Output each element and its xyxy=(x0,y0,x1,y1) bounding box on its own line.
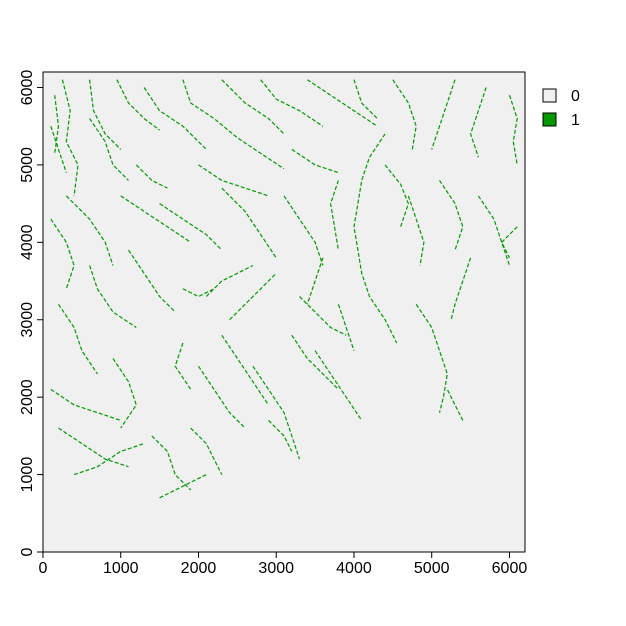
x-tick-label: 2000 xyxy=(181,560,217,577)
stream-segment xyxy=(337,304,355,351)
x-tick-label: 3000 xyxy=(258,560,294,577)
x-tick-label: 5000 xyxy=(414,560,450,577)
stream-segment xyxy=(353,79,378,119)
stream-segment xyxy=(268,419,293,452)
stream-segment xyxy=(61,79,79,196)
stream-segment xyxy=(450,257,472,320)
stream-segment xyxy=(508,95,518,165)
stream-segment xyxy=(159,474,207,499)
stream-segment xyxy=(353,133,398,344)
legend: 01 xyxy=(542,88,580,129)
x-tick-label: 0 xyxy=(39,560,48,577)
stream-segment xyxy=(299,296,347,336)
stream-network xyxy=(50,79,518,499)
stream-segment xyxy=(260,79,324,127)
stream-segment xyxy=(205,264,254,297)
stream-segment xyxy=(407,195,425,266)
stream-segment xyxy=(306,257,324,305)
x-tick-label: 4000 xyxy=(336,560,372,577)
y-tick-label: 2000 xyxy=(19,379,36,415)
stream-segment xyxy=(190,427,223,475)
stream-segment xyxy=(135,164,168,189)
stream-segment xyxy=(198,164,269,197)
stream-segment xyxy=(120,195,192,243)
stream-segment xyxy=(291,148,339,174)
legend-swatch xyxy=(542,112,557,127)
y-axis: 0 1000 2000 3000 4000 5000 6000 xyxy=(19,70,43,556)
stream-segment xyxy=(73,443,145,476)
stream-segment xyxy=(89,118,129,181)
stream-segment xyxy=(54,95,60,154)
y-tick-label: 1000 xyxy=(19,457,36,493)
stream-segment xyxy=(182,79,285,170)
stream-segment xyxy=(221,334,269,406)
stream-segment xyxy=(415,303,448,413)
stream-segment xyxy=(116,79,160,131)
stream-segment xyxy=(112,358,137,429)
stream-segment xyxy=(392,79,417,150)
stream-segment xyxy=(314,350,363,421)
stream-segment xyxy=(174,342,192,390)
stream-segment xyxy=(159,203,223,251)
stream-segment xyxy=(89,265,137,328)
stream-segment xyxy=(65,195,114,266)
y-tick-label: 6000 xyxy=(19,70,36,106)
stream-segment xyxy=(50,218,75,289)
x-axis: 0 1000 2000 3000 4000 5000 6000 xyxy=(39,552,528,577)
legend-label: 0 xyxy=(571,88,580,105)
stream-segment xyxy=(50,126,67,173)
legend-swatch xyxy=(542,88,557,103)
stream-segment xyxy=(89,79,122,150)
stream-segment xyxy=(143,87,207,150)
y-tick-label: 5000 xyxy=(19,147,36,183)
legend-label: 1 xyxy=(571,112,580,129)
stream-segment xyxy=(439,180,464,251)
stream-segment xyxy=(384,164,410,227)
stream-segment xyxy=(469,87,487,158)
stream-segment xyxy=(229,272,277,321)
y-tick-label: 4000 xyxy=(19,224,36,260)
plot-background xyxy=(43,72,525,552)
stream-segment xyxy=(500,226,518,259)
x-tick-label: 1000 xyxy=(103,560,139,577)
stream-segment xyxy=(252,365,301,460)
stream-segment xyxy=(151,435,192,491)
stream-segment xyxy=(128,249,176,313)
x-tick-label: 6000 xyxy=(492,560,528,577)
stream-segment xyxy=(58,303,98,375)
stream-segment xyxy=(477,195,511,266)
stream-segment xyxy=(221,187,277,259)
stream-segment xyxy=(306,79,378,127)
stream-segment xyxy=(50,388,121,421)
stream-segment xyxy=(329,180,339,251)
stream-segment xyxy=(291,334,339,390)
stream-segment xyxy=(58,427,129,468)
stream-segment xyxy=(431,79,456,150)
stream-segment xyxy=(283,195,324,266)
y-tick-label: 3000 xyxy=(19,302,36,338)
plot-frame xyxy=(42,71,526,553)
stream-segment xyxy=(198,365,246,429)
y-tick-label: 0 xyxy=(19,547,36,556)
